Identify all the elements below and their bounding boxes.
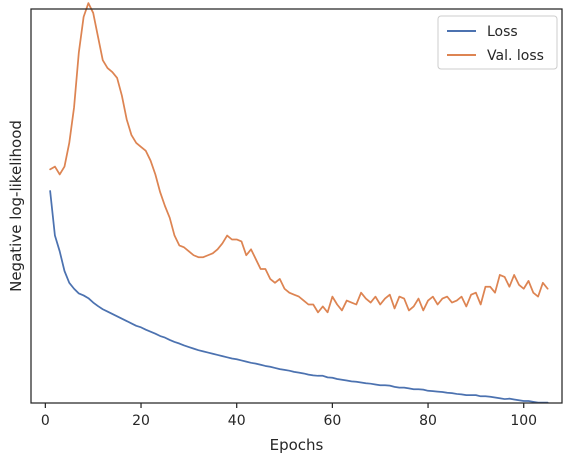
plot-series — [49, 2, 549, 404]
val-loss-series-line — [49, 2, 549, 314]
y-axis-label: Negative log-likelihood — [7, 120, 25, 292]
legend: Loss Val. loss — [437, 15, 558, 70]
x-axis-label: Epochs — [270, 436, 324, 454]
legend-label-val-loss: Val. loss — [487, 48, 544, 64]
x-tick-label: 20 — [132, 413, 150, 429]
plot-frame — [30, 8, 563, 404]
x-tick-label: 0 — [41, 413, 50, 429]
x-tick-label: 100 — [510, 413, 537, 429]
legend-label-loss: Loss — [487, 24, 518, 40]
x-axis-ticks: 0 20 40 60 80 100 — [41, 403, 537, 429]
x-tick-label: 60 — [323, 413, 341, 429]
x-tick-label: 40 — [228, 413, 246, 429]
x-tick-label: 80 — [419, 413, 437, 429]
loss-series-line — [49, 190, 549, 404]
